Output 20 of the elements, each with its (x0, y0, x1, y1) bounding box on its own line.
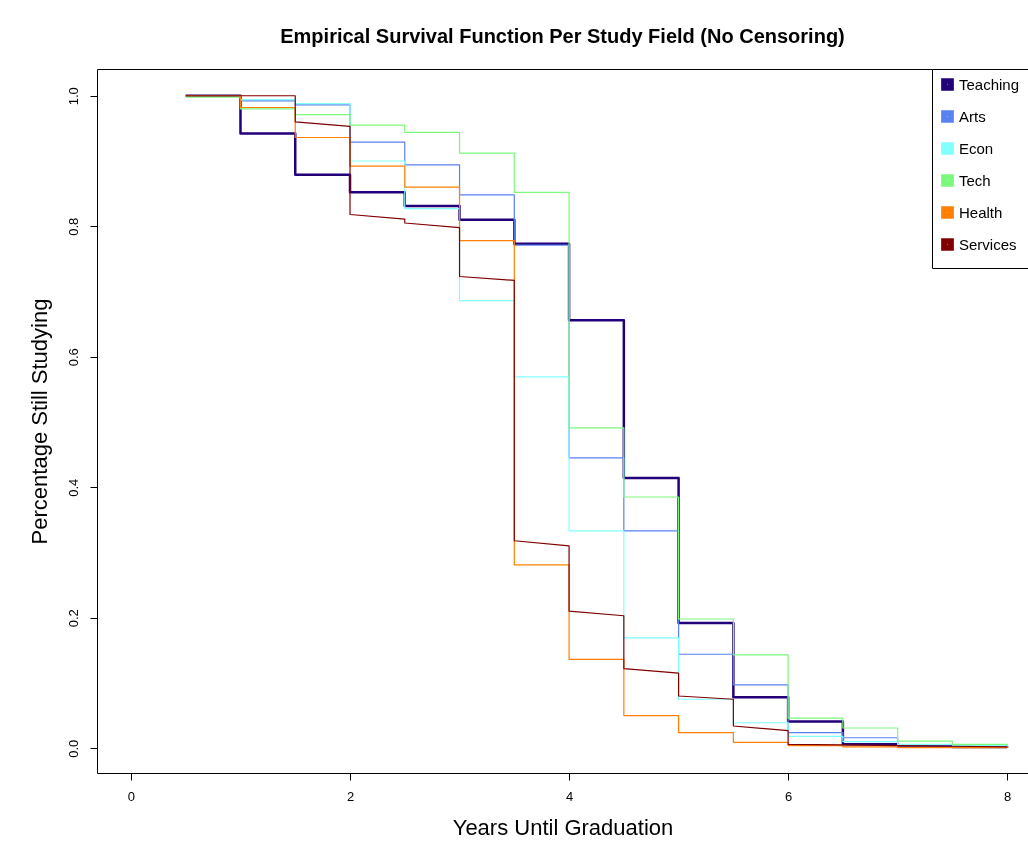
chart-title: Empirical Survival Function Per Study Field (No Censoring) (280, 24, 845, 47)
y-tick-label: 0.4 (65, 478, 81, 497)
legend-label: Services (959, 235, 1017, 253)
x-tick-label: 4 (565, 788, 574, 804)
legend-label: Tech (959, 171, 991, 189)
x-tick-label: 2 (346, 788, 355, 804)
y-tick-label: 0.6 (65, 348, 81, 367)
x-axis-title: Years Until Graduation (452, 814, 674, 840)
legend-label: Teaching (959, 75, 1020, 93)
y-axis-title: Percentage Still Studying (26, 298, 52, 545)
legend-label: Econ (959, 139, 994, 157)
legend-label: Arts (959, 107, 986, 125)
y-tick-label: 1.0 (65, 87, 81, 106)
y-tick-label: 0.0 (65, 739, 81, 758)
legend-label: Health (959, 203, 1003, 221)
x-tick-label: 0 (127, 788, 136, 804)
x-tick-label: 8 (1004, 788, 1012, 804)
y-tick-label: 0.8 (65, 217, 81, 236)
y-tick-label: 0.2 (65, 609, 81, 628)
x-tick-label: 6 (785, 788, 793, 804)
